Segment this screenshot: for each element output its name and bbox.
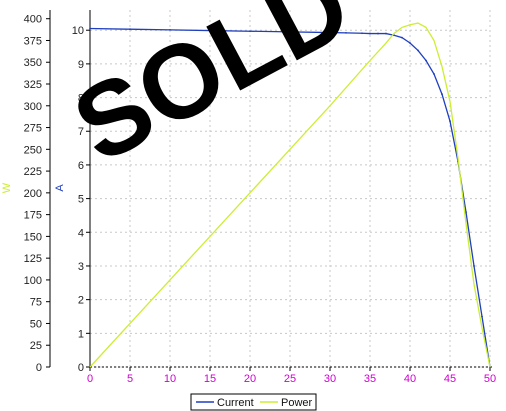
x-tick-label-2: 10	[164, 373, 176, 385]
left-tick-label-0: 0	[36, 362, 42, 374]
watermark: SOLD	[56, 0, 368, 185]
series-point-current-0	[89, 27, 91, 30]
series-point-current-14	[409, 42, 411, 44]
right-tick-label-9: 9	[78, 59, 84, 71]
right-tick-label-10: 10	[72, 25, 84, 37]
series-point-current-23	[481, 315, 483, 318]
x-tick-label-7: 35	[364, 373, 376, 385]
series-point-current-9	[369, 32, 371, 35]
right-tick-label-7: 7	[78, 126, 84, 138]
series-point-current-17	[433, 73, 435, 75]
right-tick-label-2: 2	[78, 295, 84, 307]
x-tick-label-8: 40	[404, 373, 416, 385]
series-line-power	[89, 22, 491, 368]
right-tick-label-3: 3	[78, 261, 84, 273]
left-tick-label-13: 325	[24, 79, 42, 91]
left-tick-label-4: 100	[24, 275, 42, 287]
series-point-current-5	[289, 30, 291, 33]
left-tick-label-2: 50	[30, 318, 42, 330]
series-point-current-19	[449, 120, 451, 123]
series-point-current-6	[329, 31, 331, 34]
right-tick-label-8: 8	[78, 93, 84, 105]
legend-box	[190, 393, 317, 411]
series-point-current-7	[345, 32, 347, 34]
series-point-current-10	[377, 32, 379, 35]
x-tick-label-1: 5	[127, 373, 133, 385]
x-tick-label-4: 20	[244, 373, 256, 385]
right-axis-title: A	[54, 184, 66, 192]
x-axis: 0 5 10 15 20 25 30 35 40 45 50	[87, 366, 496, 385]
left-tick-label-12: 300	[24, 101, 42, 113]
x-tick-label-6: 30	[324, 373, 336, 385]
series-point-current-8	[361, 32, 363, 35]
x-tick-label-9: 45	[444, 373, 456, 385]
series-point-current-15	[417, 49, 419, 52]
right-tick-label-0: 0	[78, 362, 84, 374]
left-tick-label-14: 350	[24, 57, 42, 69]
right-tick-label-1: 1	[78, 328, 84, 340]
series-point-current-4	[249, 30, 251, 33]
legend: Current Power	[190, 393, 317, 411]
series-point-current-16	[425, 59, 427, 62]
series-point-current-13	[401, 36, 403, 39]
series-point-current-1	[129, 28, 131, 31]
legend-label-power: Power	[281, 397, 313, 409]
left-tick-label-6: 150	[24, 231, 42, 243]
x-tick-label-10: 50	[484, 373, 496, 385]
left-tick-label-16: 400	[24, 14, 42, 26]
left-axis-title: W	[1, 182, 13, 193]
left-tick-label-7: 175	[24, 210, 42, 222]
series-point-current-11	[385, 32, 387, 35]
left-tick-label-11: 275	[24, 123, 42, 135]
x-tick-label-5: 25	[284, 373, 296, 385]
x-tick-label-0: 0	[87, 373, 93, 385]
series-point-current-2	[169, 28, 171, 31]
right-axis-current: 0 1 2 3 4 5 6 7 8 9 10	[72, 10, 91, 374]
left-tick-label-5: 125	[24, 253, 42, 265]
legend-label-current: Current	[217, 397, 254, 409]
left-tick-label-1: 25	[30, 340, 42, 352]
left-tick-label-8: 200	[24, 188, 42, 200]
series-point-current-18	[441, 93, 443, 96]
right-tick-label-4: 4	[78, 227, 84, 239]
left-tick-label-10: 250	[24, 144, 42, 156]
left-tick-label-15: 375	[24, 35, 42, 47]
watermark-text: SOLD	[56, 0, 368, 185]
left-tick-label-3: 75	[30, 297, 42, 309]
series-point-current-21	[465, 211, 467, 213]
series-point-current-3	[209, 29, 211, 32]
series-group	[89, 22, 491, 368]
left-tick-label-9: 225	[24, 166, 42, 178]
series-point-current-22	[473, 265, 475, 267]
right-tick-label-6: 6	[78, 160, 84, 172]
left-axis-power: 0 25 50 75 100 125 150 175 200 225 250 275 300 325 350…	[24, 10, 51, 374]
grid-lines	[89, 10, 491, 368]
right-tick-label-5: 5	[78, 194, 84, 206]
x-tick-label-3: 15	[204, 373, 216, 385]
